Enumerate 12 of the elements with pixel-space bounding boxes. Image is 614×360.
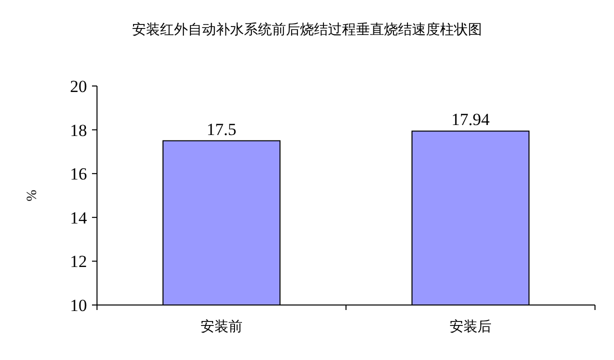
y-tick-label: 14 (70, 208, 88, 228)
y-tick-label: 12 (70, 252, 87, 272)
y-tick-label: 18 (70, 120, 87, 140)
x-tick-label: 安装前 (200, 319, 242, 335)
y-axis-title: % (25, 189, 40, 202)
y-tick-label: 20 (70, 77, 87, 96)
y-tick-label: 16 (70, 164, 87, 184)
chart-title: 安装红外自动补水系统前后烧结过程垂直烧结速度柱状图 (132, 22, 482, 38)
x-tick-label: 安装后 (450, 319, 492, 335)
y-tick-label: 10 (70, 296, 87, 315)
data-label: 17.94 (451, 110, 490, 130)
data-label: 17.5 (206, 120, 236, 139)
